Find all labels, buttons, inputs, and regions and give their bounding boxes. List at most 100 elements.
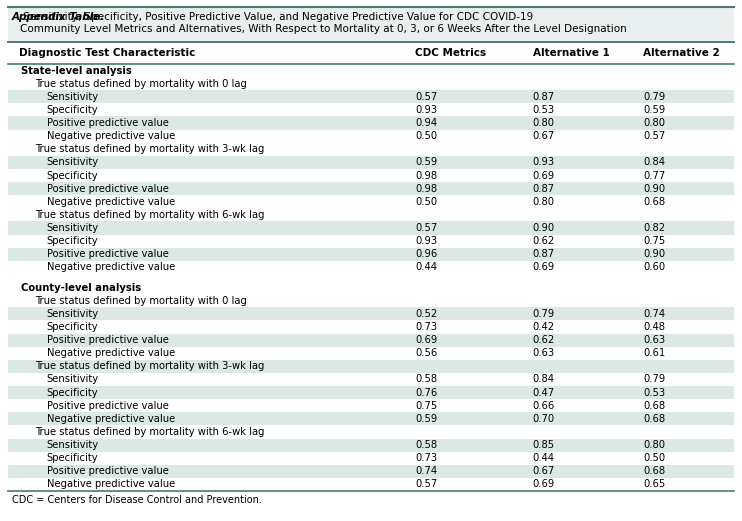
Text: Negative predictive value: Negative predictive value (47, 263, 175, 272)
Text: Positive predictive value: Positive predictive value (47, 118, 168, 128)
Text: 0.65: 0.65 (643, 479, 666, 489)
Text: 0.94: 0.94 (415, 118, 437, 128)
Text: Alternative 2: Alternative 2 (643, 48, 720, 58)
Text: 0.68: 0.68 (643, 466, 665, 476)
Text: 0.82: 0.82 (643, 223, 665, 233)
Text: Negative predictive value: Negative predictive value (47, 131, 175, 141)
Text: 0.74: 0.74 (415, 466, 437, 476)
Text: Positive predictive value: Positive predictive value (47, 335, 168, 345)
Text: Sensitivity: Sensitivity (47, 375, 99, 384)
Text: 0.68: 0.68 (643, 197, 665, 207)
Text: 0.69: 0.69 (533, 479, 555, 489)
Text: 0.42: 0.42 (533, 322, 555, 332)
Text: 0.79: 0.79 (643, 92, 666, 102)
Text: 0.90: 0.90 (643, 249, 665, 259)
Bar (8, 412, 734, 426)
Text: Positive predictive value: Positive predictive value (47, 401, 168, 411)
Text: Sensitivity: Sensitivity (47, 92, 99, 102)
Bar (8, 117, 734, 130)
Bar (8, 103, 734, 117)
Text: 0.73: 0.73 (415, 453, 437, 463)
Text: True status defined by mortality with 3-wk lag: True status defined by mortality with 3-… (35, 362, 264, 371)
Text: True status defined by mortality with 0 lag: True status defined by mortality with 0 … (35, 79, 246, 89)
Text: 0.90: 0.90 (533, 223, 555, 233)
Text: Negative predictive value: Negative predictive value (47, 479, 175, 489)
Text: 0.69: 0.69 (415, 335, 437, 345)
Text: Sensitivity: Sensitivity (47, 223, 99, 233)
Text: 0.48: 0.48 (643, 322, 665, 332)
Text: 0.75: 0.75 (643, 236, 666, 246)
Text: 0.79: 0.79 (533, 309, 555, 319)
Text: 0.59: 0.59 (415, 414, 437, 424)
Text: 0.63: 0.63 (533, 348, 555, 358)
Text: 0.73: 0.73 (415, 322, 437, 332)
Bar (8, 169, 734, 182)
Text: 0.59: 0.59 (643, 105, 666, 115)
Text: 0.47: 0.47 (533, 388, 555, 398)
Text: 0.87: 0.87 (533, 249, 555, 259)
Text: State-level analysis: State-level analysis (21, 66, 131, 76)
Text: 0.67: 0.67 (533, 131, 555, 141)
Text: 0.93: 0.93 (415, 105, 437, 115)
Text: 0.50: 0.50 (415, 131, 437, 141)
Bar (8, 294, 734, 307)
Text: 0.66: 0.66 (533, 401, 555, 411)
Text: County-level analysis: County-level analysis (21, 283, 141, 293)
Bar (8, 195, 734, 208)
Text: True status defined by mortality with 0 lag: True status defined by mortality with 0 … (35, 296, 246, 306)
Text: Appendix Table.: Appendix Table. (12, 12, 105, 22)
Bar (8, 320, 734, 333)
Text: 0.74: 0.74 (643, 309, 665, 319)
Bar (8, 333, 734, 346)
Text: True status defined by mortality with 3-wk lag: True status defined by mortality with 3-… (35, 144, 264, 154)
Text: 0.67: 0.67 (533, 466, 555, 476)
Text: 0.80: 0.80 (533, 118, 555, 128)
Text: True status defined by mortality with 6-wk lag: True status defined by mortality with 6-… (35, 210, 264, 220)
Text: 0.68: 0.68 (643, 414, 665, 424)
Text: Alternative 1: Alternative 1 (533, 48, 609, 58)
Text: Specificity: Specificity (47, 236, 99, 246)
Text: 0.93: 0.93 (415, 236, 437, 246)
Bar (8, 130, 734, 143)
Text: 0.53: 0.53 (643, 388, 665, 398)
Text: 0.96: 0.96 (415, 249, 437, 259)
Text: 0.80: 0.80 (643, 118, 665, 128)
Bar (8, 360, 734, 373)
Text: Positive predictive value: Positive predictive value (47, 249, 168, 259)
Bar (8, 261, 734, 274)
Text: Specificity: Specificity (47, 105, 99, 115)
Bar (8, 42, 734, 64)
Bar (8, 8, 734, 41)
Bar (8, 439, 734, 452)
Text: 0.50: 0.50 (643, 453, 665, 463)
Text: 0.60: 0.60 (643, 263, 665, 272)
Bar (8, 182, 734, 195)
Text: 0.77: 0.77 (643, 170, 666, 180)
Bar (8, 465, 734, 478)
Bar (8, 373, 734, 386)
Text: Positive predictive value: Positive predictive value (47, 183, 168, 194)
Text: 0.57: 0.57 (415, 223, 437, 233)
Text: 0.79: 0.79 (643, 375, 666, 384)
Bar (8, 386, 734, 399)
Text: 0.57: 0.57 (415, 92, 437, 102)
Bar (8, 426, 734, 439)
Bar (8, 478, 734, 491)
Bar (8, 234, 734, 247)
Text: 0.57: 0.57 (643, 131, 666, 141)
Bar (8, 156, 734, 169)
Text: 0.84: 0.84 (643, 157, 665, 167)
Bar (8, 208, 734, 221)
Text: 0.62: 0.62 (533, 236, 555, 246)
Text: Sensitivity, Specificity, Positive Predictive Value, and Negative Predictive Val: Sensitivity, Specificity, Positive Predi… (20, 12, 627, 33)
Text: 0.44: 0.44 (533, 453, 555, 463)
Text: 0.84: 0.84 (533, 375, 555, 384)
Text: 0.62: 0.62 (533, 335, 555, 345)
Text: Specificity: Specificity (47, 170, 99, 180)
Bar (8, 307, 734, 320)
Bar (8, 64, 734, 77)
Text: 0.90: 0.90 (643, 183, 665, 194)
Text: Sensitivity: Sensitivity (47, 157, 99, 167)
Bar (8, 221, 734, 234)
Text: 0.44: 0.44 (415, 263, 437, 272)
